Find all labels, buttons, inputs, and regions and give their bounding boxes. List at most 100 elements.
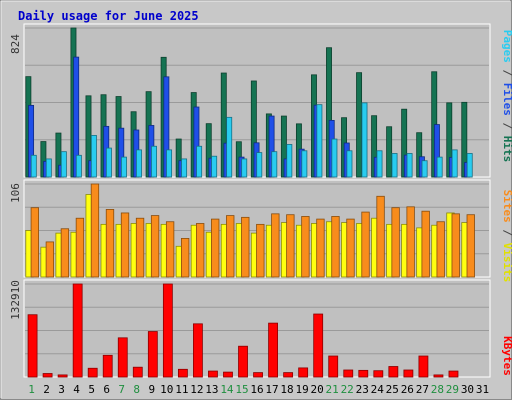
bar-kbytes-25 <box>388 366 399 378</box>
bar-kbytes-17 <box>268 322 278 378</box>
bar-kbytes-21 <box>328 355 339 378</box>
bar-sites-29 <box>451 213 460 278</box>
bar-pages-4 <box>75 154 82 178</box>
bar-sites-6 <box>105 209 115 278</box>
legend-kbytes: KBytes <box>501 336 512 376</box>
bar-sites-30 <box>466 214 475 278</box>
bar-sites-18 <box>286 214 295 278</box>
bar-kbytes-16 <box>253 372 263 378</box>
x-label-day-11: 11 <box>175 383 188 396</box>
bar-kbytes-9 <box>147 331 158 378</box>
bar-pages-12 <box>196 145 203 178</box>
bar-kbytes-22 <box>343 369 354 378</box>
bar-pages-8 <box>136 149 142 178</box>
bar-sites-8 <box>135 217 145 278</box>
bar-sites-12 <box>196 223 205 278</box>
bar-pages-10 <box>166 149 173 178</box>
x-label-day-22: 22 <box>341 383 354 396</box>
bar-kbytes-15 <box>238 345 248 378</box>
bar-sites-2 <box>45 241 55 278</box>
x-label-day-23: 23 <box>356 383 369 396</box>
x-label-day-21: 21 <box>326 383 339 396</box>
bar-pages-9 <box>151 145 157 178</box>
bar-sites-4 <box>75 217 85 278</box>
x-label-day-18: 18 <box>280 383 293 396</box>
bar-sites-17 <box>271 213 280 278</box>
x-label-day-28: 28 <box>431 383 444 396</box>
x-label-day-27: 27 <box>416 383 429 396</box>
bar-sites-26 <box>406 206 415 278</box>
bar-kbytes-1 <box>27 314 38 378</box>
bar-kbytes-3 <box>57 374 68 378</box>
bar-kbytes-6 <box>102 354 113 378</box>
bar-pages-11 <box>181 158 188 178</box>
bar-pages-2 <box>45 158 52 178</box>
panel-kbytes <box>23 279 491 378</box>
x-label-day-25: 25 <box>386 383 399 396</box>
x-axis-labels: 1 2 3 4 5 6 7 8 9 10 11 12 13 14 15 16 17 18 19 20 21 22 23 24 2… <box>28 383 489 396</box>
bar-sites-1 <box>30 207 39 278</box>
bar-sites-13 <box>211 218 220 278</box>
bar-pages-19 <box>301 150 308 178</box>
bar-pages-17 <box>271 151 278 178</box>
legend-sep-2: / <box>501 116 512 136</box>
legend-sites: Sites <box>501 190 512 223</box>
bar-sites-14 <box>226 215 235 278</box>
bar-kbytes-26 <box>403 369 414 378</box>
bar-kbytes-18 <box>283 372 294 378</box>
x-label-day-12: 12 <box>190 383 203 396</box>
x-label-day-3: 3 <box>58 383 65 396</box>
hits-max-label: 824 <box>9 34 22 54</box>
x-label-day-4: 4 <box>73 383 80 396</box>
x-label-day-2: 2 <box>43 383 50 396</box>
bar-sites-7 <box>120 212 130 278</box>
bar-sites-15 <box>241 216 250 278</box>
bar-kbytes-7 <box>117 337 128 378</box>
x-label-day-8: 8 <box>133 383 140 396</box>
bar-kbytes-13 <box>208 370 218 378</box>
bar-sites-11 <box>180 237 190 278</box>
legend-visits: Visits <box>501 243 512 283</box>
x-label-day-20: 20 <box>311 383 324 396</box>
bar-sites-16 <box>256 223 265 278</box>
bar-hits-25 <box>386 126 393 178</box>
legend-hits-files-pages: Pages / Files / Hits <box>501 30 512 163</box>
bar-kbytes-5 <box>87 367 98 378</box>
x-label-day-30: 30 <box>461 383 474 396</box>
bar-pages-15 <box>241 158 248 178</box>
bar-sites-5 <box>90 183 100 278</box>
legend-visits-sites: Sites / Visits <box>501 190 512 283</box>
bar-pages-24 <box>376 150 383 178</box>
bar-kbytes-24 <box>373 370 384 378</box>
x-label-day-16: 16 <box>250 383 263 396</box>
bar-kbytes-12 <box>193 323 203 378</box>
bar-kbytes-4 <box>72 283 83 378</box>
legend-hits: Hits <box>501 136 512 163</box>
bar-pages-30 <box>466 153 473 178</box>
x-label-day-10: 10 <box>160 383 173 396</box>
bars-layer <box>25 27 475 378</box>
bar-pages-13 <box>211 155 218 178</box>
x-label-day-1: 1 <box>28 383 35 396</box>
x-label-day-13: 13 <box>205 383 218 396</box>
bar-pages-20 <box>316 104 323 178</box>
bar-pages-22 <box>346 150 353 178</box>
bar-sites-22 <box>346 218 355 278</box>
chart-title: Daily usage for June 2025 <box>18 9 199 23</box>
bar-kbytes-28 <box>433 374 444 378</box>
bar-kbytes-29 <box>448 370 459 378</box>
bar-sites-3 <box>60 228 70 278</box>
bar-kbytes-19 <box>298 367 309 378</box>
bar-sites-9 <box>150 215 160 278</box>
bar-pages-26 <box>406 153 413 178</box>
bar-kbytes-20 <box>313 313 324 378</box>
x-label-day-15: 15 <box>235 383 248 396</box>
bar-kbytes-14 <box>223 371 233 378</box>
bar-sites-25 <box>391 207 400 278</box>
sites-max-label: 106 <box>9 183 22 203</box>
legend-files: Files <box>501 83 512 116</box>
x-label-day-26: 26 <box>401 383 414 396</box>
x-label-day-14: 14 <box>220 383 234 396</box>
bar-kbytes-23 <box>358 369 369 378</box>
bar-pages-6 <box>105 147 112 178</box>
